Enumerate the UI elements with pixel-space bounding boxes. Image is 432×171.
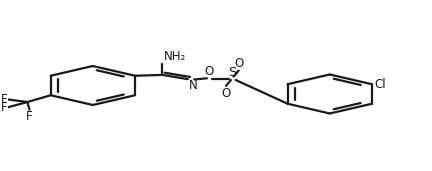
- Text: S: S: [228, 66, 236, 79]
- Text: O: O: [234, 57, 243, 70]
- Text: O: O: [221, 87, 231, 100]
- Text: F: F: [0, 93, 7, 106]
- Text: F: F: [26, 110, 33, 123]
- Text: NH₂: NH₂: [164, 50, 186, 63]
- Text: Cl: Cl: [374, 78, 386, 91]
- Text: N: N: [189, 80, 198, 93]
- Text: F: F: [0, 101, 7, 114]
- Text: O: O: [204, 65, 213, 78]
